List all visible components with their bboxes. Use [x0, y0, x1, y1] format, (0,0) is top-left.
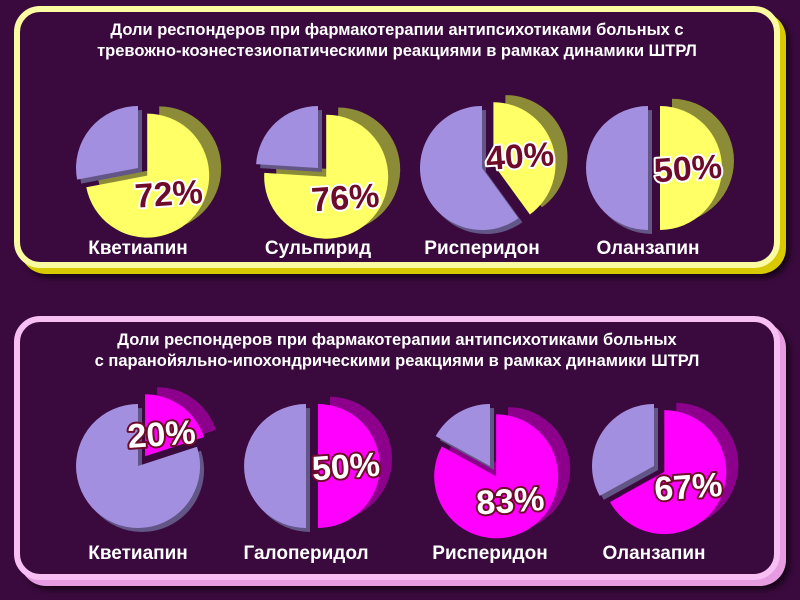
chart-title-top-line-2: тревожно-коэнестезиопатическими реакциям…	[97, 42, 697, 60]
pie-1-2-category-label: Рисперидон	[432, 543, 547, 564]
chart-title-bottom-line-2: с паранойяльно-ипохондрическими реакциям…	[94, 352, 700, 370]
pie-1-2-rest-slice	[435, 404, 490, 466]
pie-0-0: 72% Кветиапин	[76, 106, 222, 259]
pie-1-1-responders-slice	[318, 404, 380, 528]
pie-0-1: 76% Сульпирид	[256, 106, 401, 259]
pie-0-3-category-label: Оланзапин	[596, 238, 699, 259]
pie-0-0-responders-slice	[86, 113, 210, 238]
pie-1-3-responders-slice	[610, 410, 727, 535]
pie-1-2-value-label: 83%	[475, 480, 546, 523]
pie-0-2-value-label: 40%	[485, 135, 556, 178]
pie-0-3-value-label: 50%	[653, 148, 724, 191]
pie-0-3-rest-slice	[586, 106, 648, 230]
pie-0-1-category-label: Сульпирид	[265, 238, 371, 259]
pie-0-0-value-label: 72%	[133, 173, 204, 216]
pie-0-1-responders-slice	[264, 114, 389, 239]
pie-1-3: 67% Оланзапин	[592, 402, 739, 564]
chart-title-top: Доли респондеров при фармакотерапии анти…	[20, 20, 774, 62]
chart-title-bottom: Доли респондеров при фармакотерапии анти…	[20, 330, 774, 372]
pie-0-0-rest-slice	[76, 106, 138, 180]
pie-0-2: 40% Рисперидон	[420, 95, 568, 259]
pie-1-2: 83% Рисперидон	[432, 404, 571, 564]
pie-1-1-category-label: Галоперидол	[243, 543, 368, 564]
chart-title-bottom-line-1: Доли респондеров при фармакотерапии анти…	[117, 331, 677, 349]
pie-1-0-value-label: 20%	[126, 413, 197, 456]
pie-0-0-category-label: Кветиапин	[88, 238, 188, 259]
pie-1-1: 50% Галоперидол	[243, 396, 392, 564]
pie-1-3-category-label: Оланзапин	[602, 543, 705, 564]
pie-1-0-rest-slice	[76, 404, 201, 528]
pie-0-1-rest-slice	[256, 106, 318, 168]
pie-0-2-responders-slice	[493, 102, 556, 215]
pie-1-1-rest-slice	[244, 404, 306, 528]
pie-1-3-value-label: 67%	[653, 466, 724, 509]
pie-1-1-value-label: 50%	[311, 446, 382, 489]
pie-1-3-rest-slice	[592, 404, 654, 496]
pie-0-2-rest-slice	[420, 106, 519, 230]
pie-1-0: 20% Кветиапин	[76, 387, 216, 564]
pie-0-3-responders-slice	[660, 106, 722, 230]
pie-0-1-value-label: 76%	[310, 177, 381, 220]
pie-1-0-category-label: Кветиапин	[88, 543, 188, 564]
chart-title-top-line-1: Доли респондеров при фармакотерапии анти…	[110, 21, 684, 39]
pie-0-2-category-label: Рисперидон	[424, 238, 539, 259]
pie-1-2-responders-slice	[434, 414, 559, 539]
pie-1-0-responders-slice	[145, 394, 204, 457]
pie-0-3: 50% Оланзапин	[586, 98, 734, 259]
